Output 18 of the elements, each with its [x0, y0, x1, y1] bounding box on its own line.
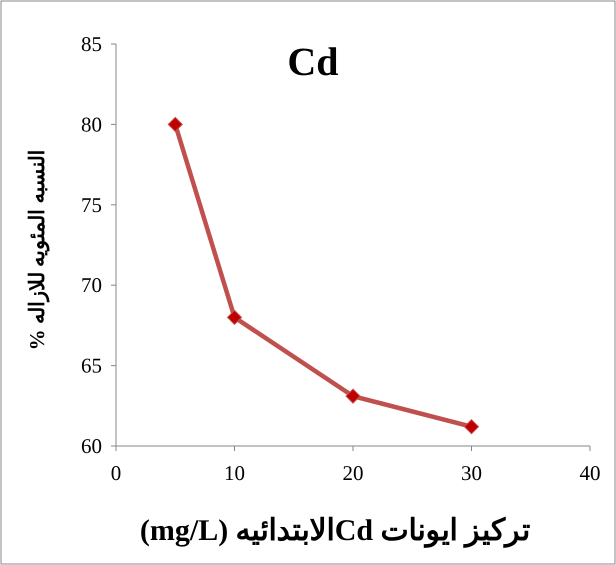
y-tick-label: 85: [81, 32, 102, 56]
y-axis-title: النسبه المئويه للازاله %: [25, 150, 50, 350]
y-tick-label: 80: [81, 112, 102, 136]
point: [227, 310, 242, 325]
point: [464, 419, 479, 434]
x-tick-label: 40: [580, 461, 600, 485]
x-axis-title: تركيز ايونات Cdالابتدائيه (mg/L): [140, 514, 530, 548]
chart-title: Cd: [287, 39, 339, 84]
point: [168, 116, 183, 132]
point: [346, 388, 360, 404]
y-tick-label: 75: [81, 192, 102, 217]
x-tick-label: 30: [461, 461, 482, 485]
y-tick-label: 60: [81, 434, 102, 458]
x-tick-label: 0: [110, 461, 122, 485]
x-tick-label: 20: [342, 461, 364, 485]
y-tick-label: 70: [81, 273, 102, 298]
x-tick-label: 10: [224, 461, 245, 485]
y-tick-label: 65: [81, 354, 102, 378]
